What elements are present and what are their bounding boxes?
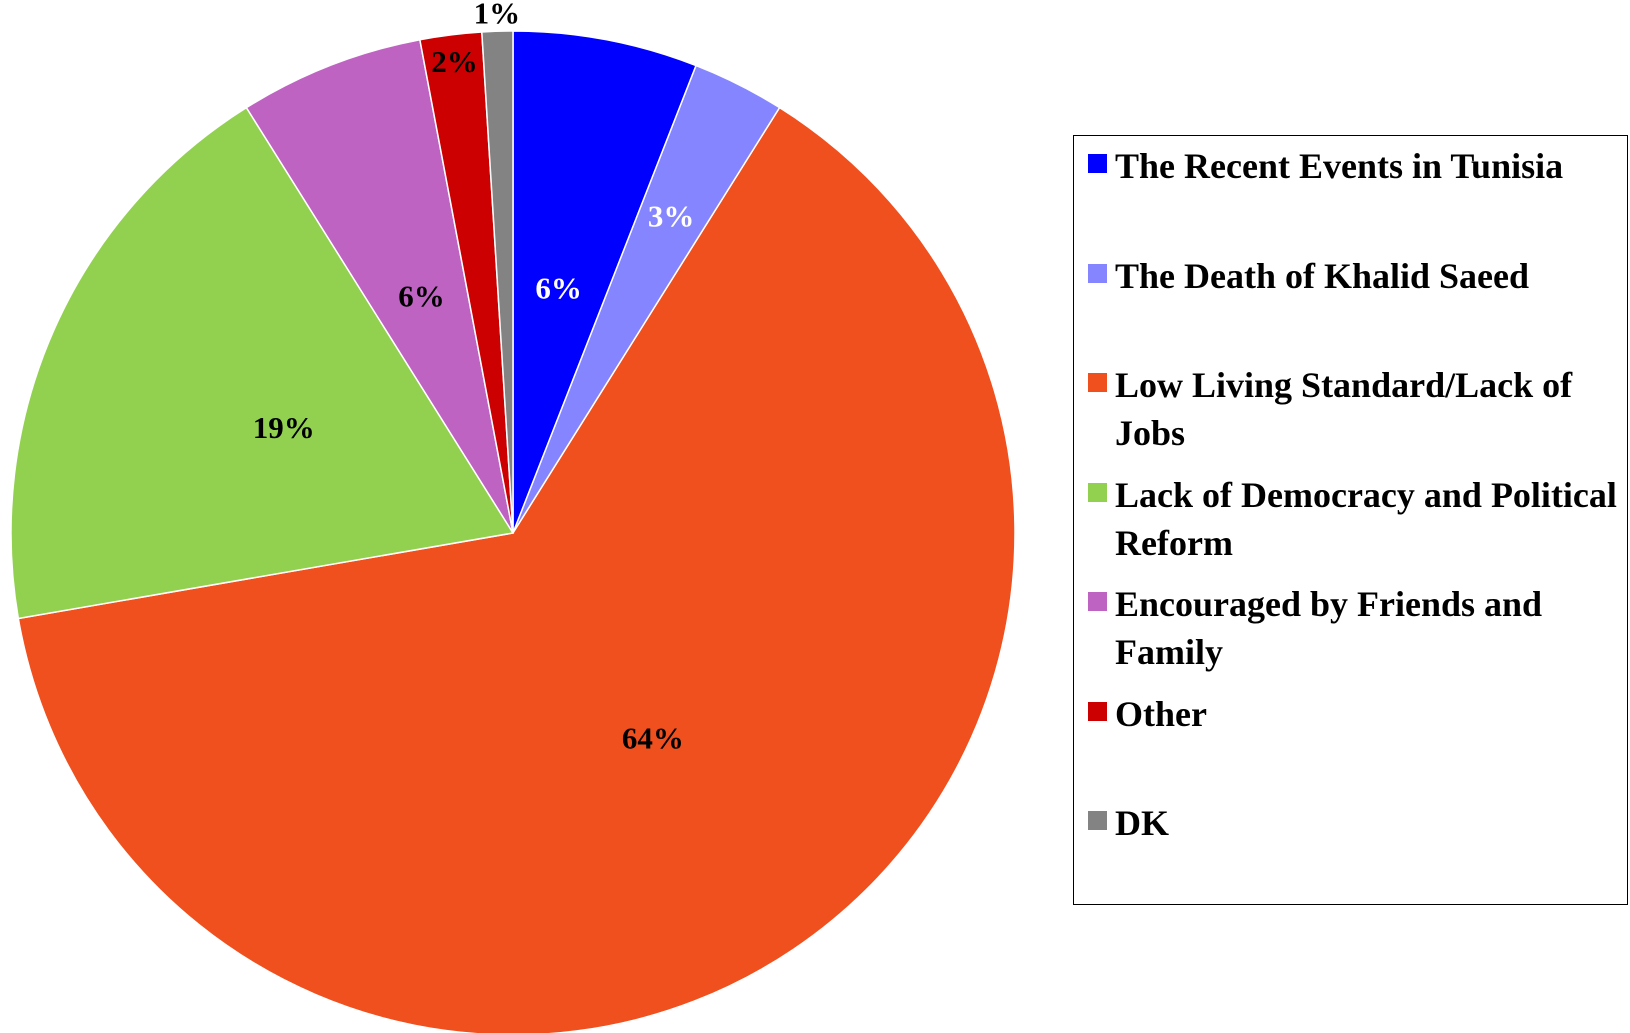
legend-swatch: [1088, 154, 1107, 173]
legend-swatch: [1088, 701, 1107, 721]
legend-swatch: [1088, 373, 1107, 392]
legend-entry: Encouraged by Friends and Family: [1088, 580, 1618, 676]
pie-slice: [480, 30, 514, 534]
legend-label: Lack of Democracy and Political Reform: [1115, 474, 1617, 563]
data-label: 64%: [622, 721, 684, 756]
legend-label: DK: [1115, 803, 1169, 843]
pie-slice: [10, 106, 515, 620]
data-label: 19%: [253, 410, 315, 445]
legend-label: The Death of Khalid Saeed: [1115, 255, 1530, 296]
data-label: 1%: [474, 0, 521, 30]
legend-swatch: [1088, 263, 1107, 283]
legend-swatch: [1088, 592, 1107, 611]
legend-entry: Other: [1088, 690, 1618, 738]
legend-label: Encouraged by Friends and Family: [1115, 584, 1543, 672]
legend-swatch: [1088, 811, 1107, 830]
legend-entry: The Death of Khalid Saeed: [1088, 252, 1618, 300]
legend-swatch: [1088, 482, 1107, 502]
legend-entry: The Recent Events in Tunisia: [1088, 142, 1618, 190]
data-label: 2%: [431, 44, 478, 79]
data-label: 3%: [648, 198, 695, 233]
pie-slice: [17, 106, 1016, 1033]
legend-entry: Lack of Democracy and Political Reform: [1088, 471, 1618, 567]
legend-label: Low Living Standard/Lack of Jobs: [1115, 365, 1573, 453]
legend-entry: Low Living Standard/Lack of Jobs: [1088, 361, 1618, 457]
legend: The Recent Events in Tunisia The Death of…: [1073, 135, 1628, 905]
pie-slice: [512, 30, 698, 534]
legend-label: Other: [1115, 693, 1207, 734]
legend-label: The Recent Events in Tunisia: [1115, 146, 1564, 186]
data-label: 6%: [398, 278, 445, 313]
pie-slice: [245, 38, 514, 534]
data-label: 6%: [535, 270, 582, 305]
legend-entry: DK: [1088, 799, 1618, 847]
